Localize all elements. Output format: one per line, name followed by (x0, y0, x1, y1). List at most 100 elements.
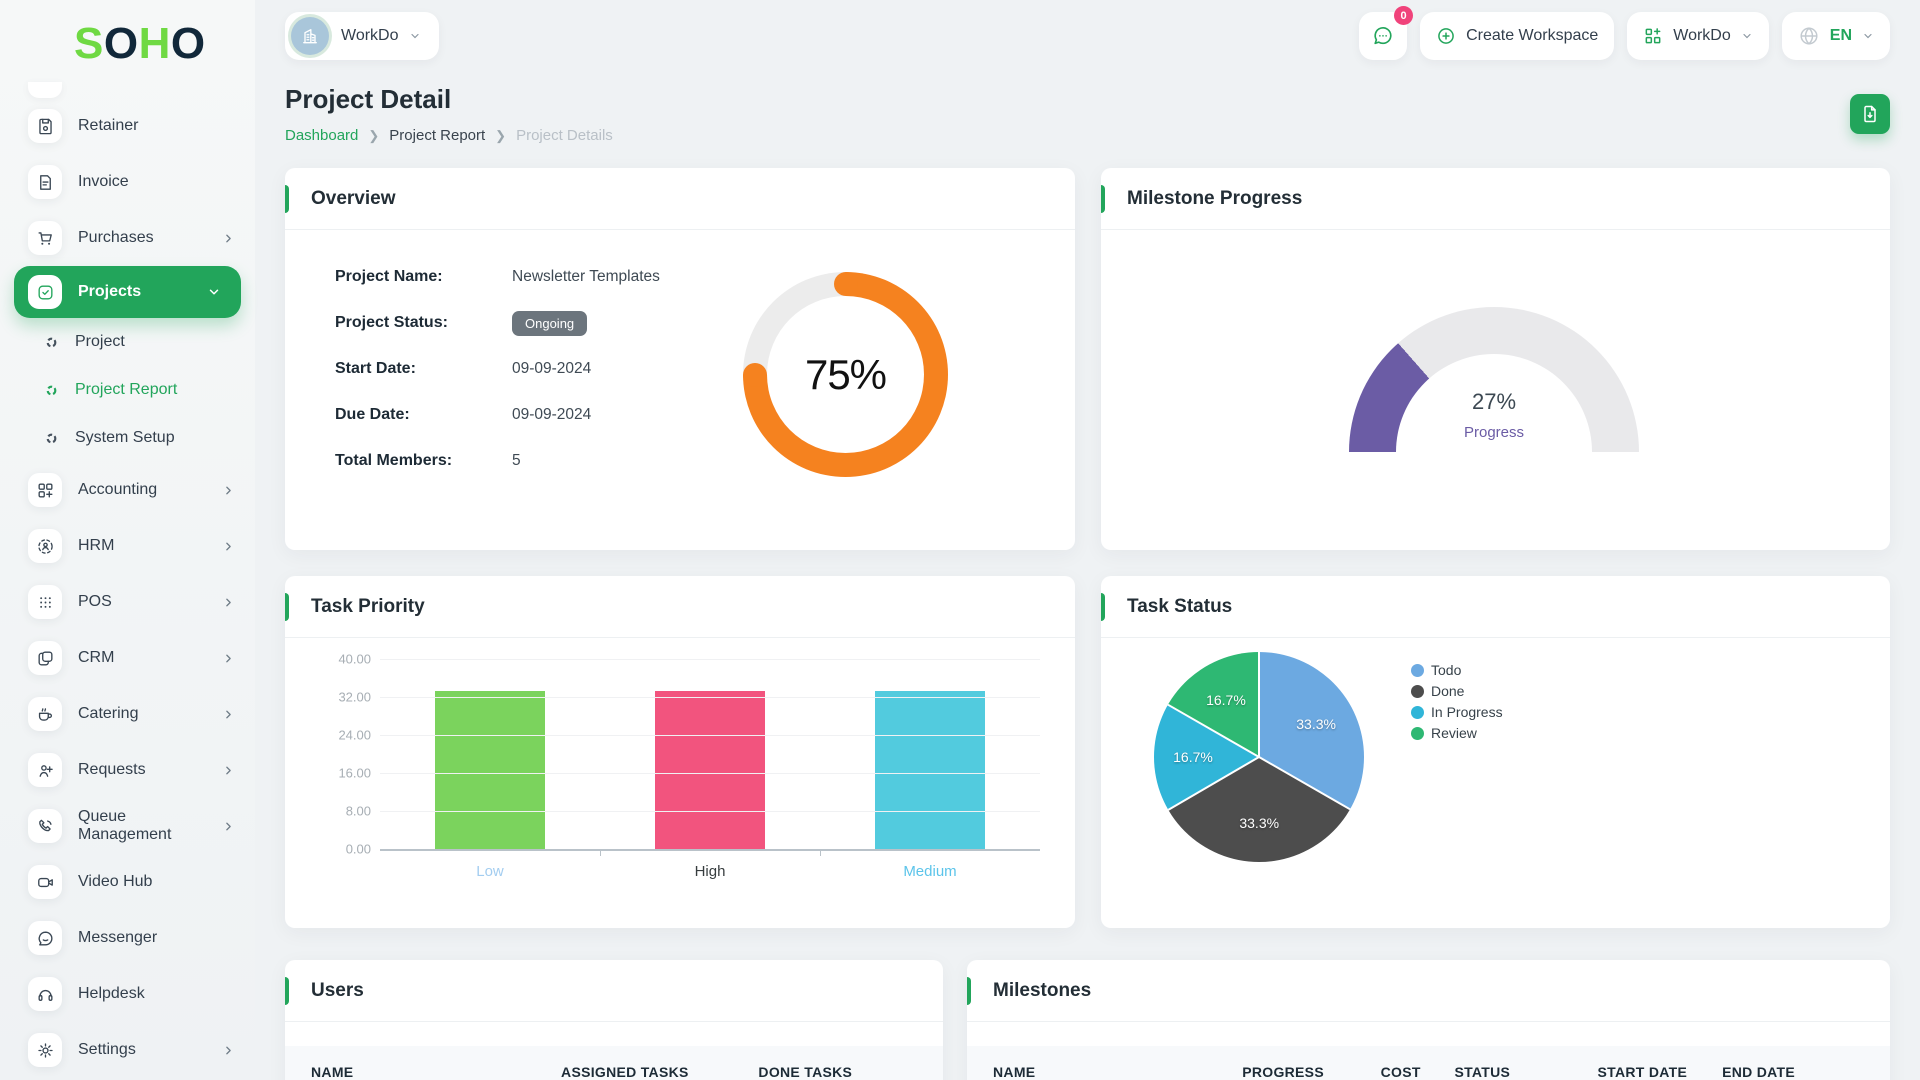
sidebar-item-settings[interactable]: Settings (14, 1022, 255, 1078)
sidebar-item-requests[interactable]: Requests (14, 742, 255, 798)
sidebar-item-video-hub[interactable]: Video Hub (14, 854, 255, 910)
invoice-icon (28, 165, 62, 199)
sidebar-item-purchases[interactable]: Purchases (14, 210, 255, 266)
milestones-title: Milestones (993, 979, 1092, 1001)
messages-button[interactable]: 0 (1359, 6, 1414, 60)
legend-item-todo[interactable]: Todo (1411, 662, 1503, 678)
breadcrumb-item[interactable]: Project Report (389, 127, 486, 144)
sidebar-item-label: Projects (78, 283, 142, 300)
sidebar-item-accounting[interactable]: Accounting (14, 462, 255, 518)
logo-letter: S (74, 19, 104, 68)
retainer-icon (28, 109, 62, 143)
sidebar-subitem-system-setup[interactable]: System Setup (14, 414, 255, 462)
requests-icon (28, 753, 62, 787)
pie-slice-label: 16.7% (1206, 691, 1246, 708)
column-header: STATUS (1454, 1064, 1511, 1080)
sidebar-item-label: Invoice (78, 173, 129, 190)
create-workspace-label: Create Workspace (1466, 27, 1599, 44)
breadcrumb-separator: ❯ (368, 127, 380, 143)
sidebar-item-queue-management[interactable]: Queue Management (14, 798, 255, 854)
bar-chart-x-labels: Low High Medium (380, 863, 1040, 880)
overview-field-label: Project Name: (335, 268, 443, 285)
legend-item-in-progress[interactable]: In Progress (1411, 704, 1503, 720)
sidebar-item-label: HRM (78, 537, 115, 554)
sidebar-item-hrm[interactable]: HRM (14, 518, 255, 574)
sidebar-item-messenger[interactable]: Messenger (14, 910, 255, 966)
page-title: Project Detail (285, 84, 452, 114)
soho-logo[interactable]: SOHO (74, 22, 255, 66)
sidebar-item-label: Purchases (78, 229, 154, 246)
chevron-right-icon (222, 484, 235, 497)
bar-chart-y-axis: 0.00 8.00 16.00 24.00 32.00 40.00 (311, 652, 371, 857)
legend-label: Review (1431, 725, 1477, 741)
column-header: START DATE (1597, 1064, 1688, 1080)
chevron-down-icon (1862, 30, 1874, 42)
overview-field-row: Project Status: Ongoing (335, 310, 1075, 336)
create-workspace-button[interactable]: Create Workspace (1420, 12, 1615, 60)
column-header: PROGRESS (1242, 1064, 1324, 1080)
breadcrumb-item: Project Details (516, 127, 613, 144)
sidebar-subitem-label: Project (75, 333, 125, 350)
donut-cap (833, 272, 858, 296)
file-export-icon (1864, 105, 1876, 123)
legend-item-review[interactable]: Review (1411, 725, 1503, 741)
gridline (380, 773, 1040, 774)
legend-label: Done (1431, 683, 1465, 699)
sidebar-item-label: Retainer (78, 117, 139, 134)
sidebar-subitem-project[interactable]: Project (14, 318, 255, 366)
chevron-right-icon (222, 652, 235, 665)
helpdesk-icon (28, 977, 62, 1011)
export-button[interactable] (1850, 94, 1890, 134)
column-header: NAME (993, 1064, 1036, 1080)
sidebar-item-pos[interactable]: POS (14, 574, 255, 630)
bar-high[interactable] (655, 690, 765, 849)
workdo-menu-button[interactable]: WorkDo (1627, 12, 1769, 60)
gridline (380, 849, 1040, 851)
sidebar-subitem-label: System Setup (75, 429, 175, 446)
sidebar-item-helpdesk[interactable]: Helpdesk (14, 966, 255, 1022)
task-priority-chart: 0.00 8.00 16.00 24.00 32.00 40.00 Low High Medi… (311, 652, 1049, 911)
bullet-icon (45, 384, 58, 397)
milestones-table-header: NAME PROGRESS COST STATUS START DATE END DATE (967, 1046, 1890, 1080)
sidebar-item-invoice[interactable]: Invoice (14, 154, 255, 210)
legend-item-done[interactable]: Done (1411, 683, 1503, 699)
sidebar-item-label: Requests (78, 761, 146, 778)
sidebar-item-catering[interactable]: Catering (14, 686, 255, 742)
overview-card: Overview Project Name: Newsletter Templat… (285, 168, 1075, 550)
overview-fields: Project Name: Newsletter Templates Project… (285, 230, 1075, 472)
overview-field-row: Due Date: 09-09-2024 (335, 404, 1075, 426)
column-header: ASSIGNED TASKS (561, 1064, 689, 1080)
workspace-selector[interactable]: WorkDo (285, 12, 439, 60)
x-axis-label: Medium (903, 863, 957, 880)
sidebar-item-projects[interactable]: Projects (14, 266, 241, 318)
sidebar-item-retainer[interactable]: Retainer (14, 98, 255, 154)
chevron-right-icon (222, 820, 235, 833)
users-card: Users NAME ASSIGNED TASKS DONE TASKS (285, 960, 943, 1080)
purchases-icon (28, 221, 62, 255)
sidebar-item-crm[interactable]: CRM (14, 630, 255, 686)
bar-low[interactable] (435, 690, 545, 849)
sidebar-nav: Retainer Invoice Purchases Projects Project P… (0, 82, 255, 1078)
logo-letter: O (170, 19, 206, 68)
gridline (380, 735, 1040, 736)
breadcrumb-item[interactable]: Dashboard (285, 127, 359, 144)
column-header: END DATE (1722, 1064, 1796, 1080)
chevron-right-icon (222, 1044, 235, 1057)
language-selector[interactable]: EN (1781, 12, 1890, 60)
card-accent (285, 185, 289, 213)
milestone-progress-card: Milestone Progress 27% Progress (1101, 168, 1890, 550)
y-axis-tick: 40.00 (338, 651, 371, 667)
gridline (380, 697, 1040, 698)
overview-field-value: 09-09-2024 (512, 406, 592, 423)
y-axis-tick: 32.00 (338, 689, 371, 705)
bullet-icon (45, 432, 58, 445)
bullet-icon (45, 336, 58, 349)
project-completion-donut: 75% (743, 272, 948, 477)
bar-slot (380, 659, 600, 849)
x-axis-tick-mark (820, 850, 821, 856)
sidebar-item-label: Queue Management (78, 808, 172, 843)
workspace-name: WorkDo (341, 27, 399, 44)
breadcrumb: Dashboard ❯ Project Report ❯ Project Details (285, 127, 613, 144)
bar-medium[interactable] (875, 690, 985, 849)
sidebar-subitem-project-report[interactable]: Project Report (14, 366, 255, 414)
